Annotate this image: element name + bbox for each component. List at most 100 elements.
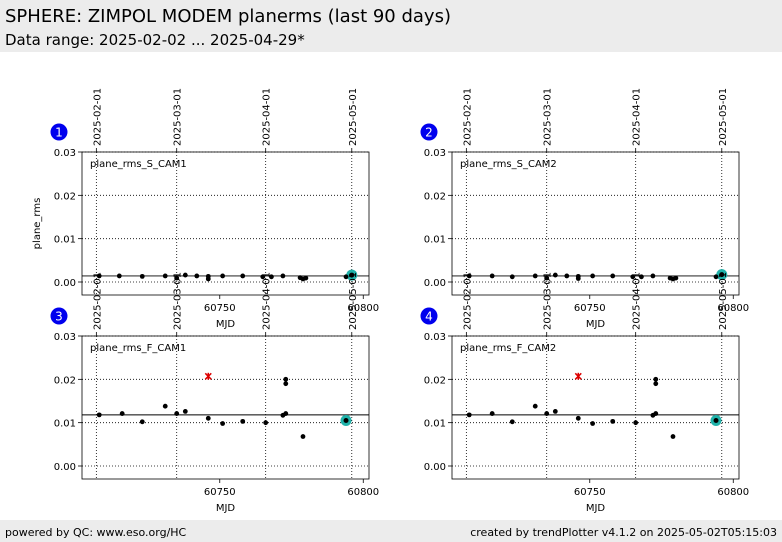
data-point [670, 434, 676, 439]
data-point [116, 273, 122, 279]
panel-number-badge [50, 307, 68, 325]
date-tick-label: 2025-04-01 [262, 88, 273, 146]
data-point [220, 273, 226, 279]
date-tick-label: 2025-04-01 [632, 272, 643, 330]
data-point [466, 412, 472, 418]
data-point [280, 273, 286, 279]
date-tick-label: 2025-05-01 [348, 88, 359, 146]
data-point [575, 276, 581, 281]
data-point [509, 419, 515, 425]
panel-number: 2 [425, 126, 433, 140]
date-tick-label: 2025-02-01 [92, 88, 103, 146]
panel-number-badge [420, 123, 438, 141]
data-point [283, 381, 289, 387]
series-label: plane_rms_F_CAM1 [90, 343, 186, 354]
data-point [653, 411, 659, 416]
data-point [220, 421, 226, 426]
x-tick-label: 60800 [717, 487, 749, 498]
data-point [610, 273, 616, 279]
y-tick-label: 0.03 [424, 148, 446, 159]
data-point [552, 272, 558, 278]
date-tick-label: 2025-05-01 [718, 88, 729, 146]
panel-number: 1 [55, 126, 63, 140]
page-header: SPHERE: ZIMPOL MODEM planerms (last 90 d… [0, 0, 782, 52]
y-tick-label: 0.01 [54, 419, 76, 430]
x-tick-label: 60750 [574, 303, 606, 314]
series-label: plane_rms_F_CAM2 [460, 343, 556, 354]
y-tick-label: 0.01 [424, 419, 446, 430]
data-point [283, 411, 289, 416]
y-tick-label: 0.01 [54, 235, 76, 246]
series-label: plane_rms_S_CAM2 [460, 159, 557, 170]
y-tick-label: 0.00 [424, 278, 446, 289]
y-tick-label: 0.00 [54, 462, 76, 473]
plot-frame [451, 151, 740, 296]
data-point [650, 273, 656, 279]
y-axis-label: plane_rms [32, 198, 43, 250]
data-range-subtitle: Data range: 2025-02-02 ... 2025-04-29* [5, 31, 305, 49]
data-point [653, 381, 659, 387]
x-axis-label: MJD [586, 319, 606, 330]
data-point [590, 421, 596, 426]
outlier-point [574, 372, 582, 380]
data-point [182, 272, 188, 278]
panel-number: 3 [55, 310, 63, 324]
x-tick-label: 60800 [717, 303, 749, 314]
date-tick-label: 2025-05-01 [348, 272, 359, 330]
data-point [713, 274, 719, 280]
data-point [532, 273, 538, 279]
x-axis-label: MJD [216, 319, 236, 330]
data-point [564, 273, 570, 279]
data-point [509, 274, 515, 280]
y-tick-label: 0.03 [54, 332, 76, 343]
series-label: plane_rms_S_CAM1 [90, 159, 187, 170]
x-tick-label: 60800 [347, 487, 379, 498]
data-point [653, 376, 659, 382]
panel-number-badge [420, 307, 438, 325]
chart-panel-2: 0.00 0.01 0.02 0.03 2025-02-01 2025-03-01 2025… [420, 88, 749, 330]
chart-panel-1: 0.00 0.01 0.02 0.03 2025-02-01 2025-03-01 2025… [32, 88, 379, 330]
x-tick-label: 60750 [204, 303, 236, 314]
data-point [552, 409, 558, 414]
date-tick-label: 2025-04-01 [632, 88, 643, 146]
x-axis-label: MJD [216, 503, 236, 514]
plot-frame [81, 151, 370, 296]
data-point [590, 273, 596, 279]
y-tick-label: 0.02 [424, 375, 446, 386]
date-tick-label: 2025-04-01 [262, 272, 273, 330]
date-tick-label: 2025-02-01 [462, 88, 473, 146]
data-point [489, 273, 495, 279]
plot-frame [81, 335, 370, 480]
data-point [466, 273, 472, 279]
data-point [174, 275, 180, 281]
data-point [630, 274, 636, 280]
footer-created-by: created by trendPlotter v4.1.2 on 2025-0… [470, 526, 777, 539]
panel-number: 4 [425, 310, 433, 324]
data-point [544, 275, 550, 281]
y-tick-label: 0.00 [424, 462, 446, 473]
data-point [489, 411, 495, 416]
latest-point [719, 272, 725, 278]
footer-powered-by: powered by QC: www.eso.org/HC [5, 526, 187, 539]
data-point [575, 415, 581, 421]
date-tick-label: 2025-03-01 [173, 272, 184, 330]
data-point [182, 409, 188, 414]
data-point [205, 415, 211, 421]
panel-number-badge [50, 123, 68, 141]
date-tick-label: 2025-03-01 [543, 272, 554, 330]
latest-point [349, 272, 355, 278]
data-point [639, 274, 644, 280]
date-tick-label: 2025-03-01 [543, 88, 554, 146]
data-point [544, 411, 550, 416]
y-tick-label: 0.02 [54, 375, 76, 386]
y-tick-label: 0.03 [54, 148, 76, 159]
date-tick-label: 2025-02-01 [462, 272, 473, 330]
outlier-point [204, 372, 212, 380]
data-point [240, 418, 246, 424]
data-point [269, 274, 274, 280]
y-tick-label: 0.00 [54, 278, 76, 289]
y-tick-label: 0.02 [424, 191, 446, 202]
date-tick-label: 2025-03-01 [173, 88, 184, 146]
data-point [119, 411, 125, 416]
data-point [162, 403, 168, 409]
